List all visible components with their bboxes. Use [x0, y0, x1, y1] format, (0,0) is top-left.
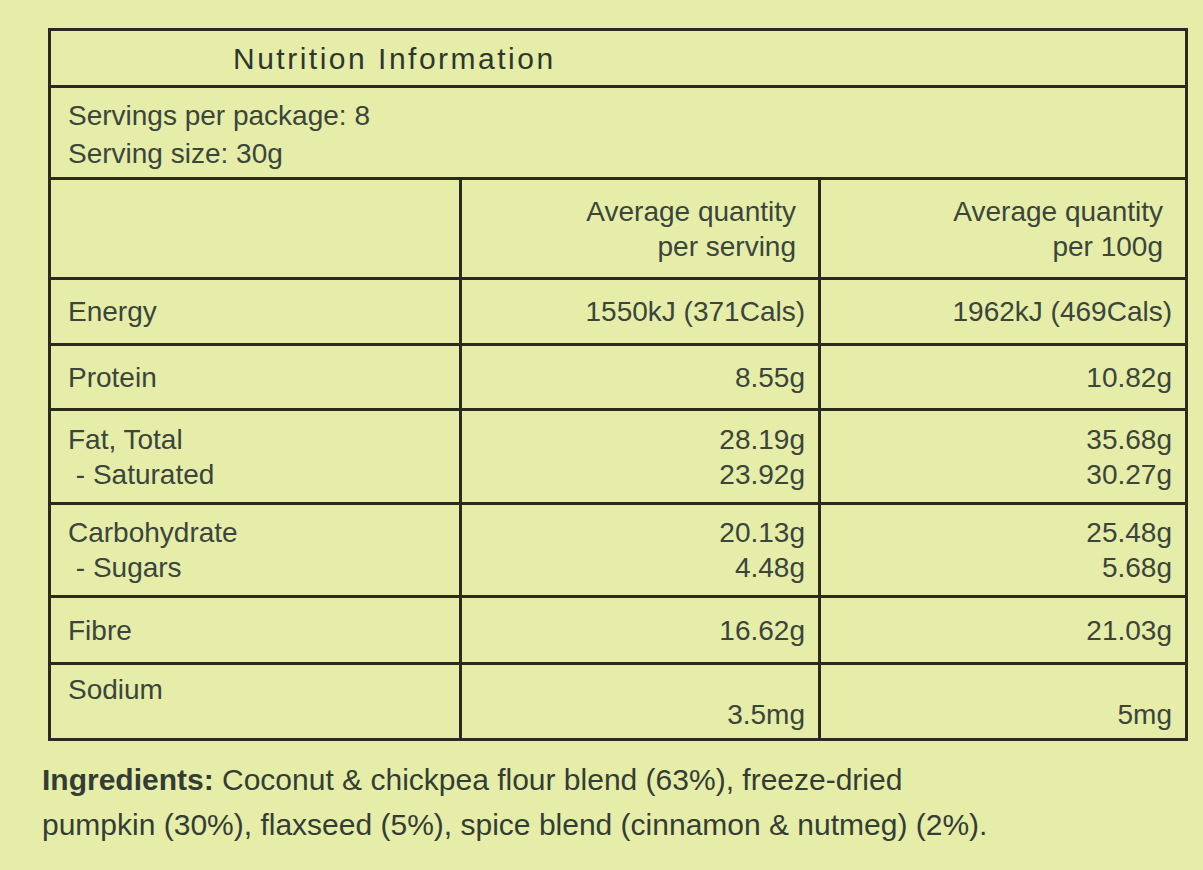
per-serving-value: 16.62g: [719, 613, 805, 648]
table-row-energy: Energy 1550kJ (371Cals) 1962kJ (469Cals): [51, 277, 1185, 343]
serving-size: Serving size: 30g: [68, 135, 283, 173]
per-serving-value-cell: 3.5mg: [459, 665, 818, 738]
ingredients-paragraph: Ingredients: Coconut & chickpea flour bl…: [42, 757, 1194, 847]
per-100g-value-cell: 35.68g 30.27g: [818, 411, 1185, 502]
per-serving-value: 1550kJ (371Cals): [586, 294, 805, 329]
per-serving-value-cell: 16.62g: [459, 598, 818, 662]
servings-info: Servings per package: 8 Serving size: 30…: [51, 88, 1185, 177]
per-100g-value: 35.68g: [1086, 422, 1172, 457]
per-100g-value: 21.03g: [1086, 613, 1172, 648]
servings-row: Servings per package: 8 Serving size: 30…: [51, 85, 1185, 177]
per-serving-value-cell: 20.13g 4.48g: [459, 505, 818, 595]
column-header-row: Average quantity per serving Average qua…: [51, 177, 1185, 277]
ingredients-line2: pumpkin (30%), flaxseed (5%), spice blen…: [42, 808, 987, 841]
ingredients-line1: Coconut & chickpea flour blend (63%), fr…: [214, 763, 903, 796]
nutrient-name-cell: Fat, Total - Saturated: [51, 411, 459, 502]
per-100g-value: 1962kJ (469Cals): [953, 294, 1172, 329]
table-row-protein: Protein 8.55g 10.82g: [51, 343, 1185, 408]
ingredients-label: Ingredients:: [42, 763, 214, 796]
per-100g-value-cell: 1962kJ (469Cals): [818, 280, 1185, 343]
per-100g-subvalue: 5.68g: [1102, 550, 1172, 585]
per-100g-value-cell: 25.48g 5.68g: [818, 505, 1185, 595]
per-serving-value-cell: 28.19g 23.92g: [459, 411, 818, 502]
per-100g-value: 5mg: [1118, 697, 1172, 732]
per-serving-value: 8.55g: [735, 360, 805, 395]
empty-corner-cell: [51, 180, 459, 277]
per-serving-subvalue: 4.48g: [735, 550, 805, 585]
per-100g-subvalue: 30.27g: [1086, 457, 1172, 492]
column-header-line: per 100g: [1052, 229, 1163, 264]
nutrient-name: Carbohydrate: [68, 515, 238, 550]
table-title: Nutrition Information: [51, 31, 1185, 85]
per-100g-value-cell: 21.03g: [818, 598, 1185, 662]
column-header-line: Average quantity: [586, 194, 796, 229]
table-row-fat: Fat, Total - Saturated 28.19g 23.92g 35.…: [51, 408, 1185, 502]
per-100g-value: 25.48g: [1086, 515, 1172, 550]
per-serving-value: 20.13g: [719, 515, 805, 550]
nutrition-information-table: Nutrition Information Servings per packa…: [48, 28, 1188, 741]
nutrient-name: Fat, Total: [68, 422, 183, 457]
nutrient-name-cell: Protein: [51, 346, 459, 408]
per-serving-value: 3.5mg: [727, 697, 805, 732]
nutrient-name-cell: Sodium: [51, 665, 459, 738]
nutrient-name: Fibre: [68, 613, 132, 648]
nutrient-subname: - Sugars: [68, 550, 182, 585]
title-row: Nutrition Information: [51, 31, 1185, 85]
column-header-line: Average quantity: [953, 194, 1163, 229]
per-100g-value-cell: 10.82g: [818, 346, 1185, 408]
servings-per-package: Servings per package: 8: [68, 97, 370, 135]
per-100g-value: 10.82g: [1086, 360, 1172, 395]
per-100g-value-cell: 5mg: [818, 665, 1185, 738]
nutrient-name-cell: Fibre: [51, 598, 459, 662]
nutrient-subname: - Saturated: [68, 457, 214, 492]
nutrient-name: Protein: [68, 360, 157, 395]
column-header-per-100g: Average quantity per 100g: [818, 180, 1185, 277]
table-row-sodium: Sodium 3.5mg 5mg: [51, 662, 1185, 738]
per-serving-value-cell: 8.55g: [459, 346, 818, 408]
per-serving-value-cell: 1550kJ (371Cals): [459, 280, 818, 343]
nutrient-name-cell: Carbohydrate - Sugars: [51, 505, 459, 595]
nutrient-name-cell: Energy: [51, 280, 459, 343]
column-header-per-serving: Average quantity per serving: [459, 180, 818, 277]
nutrient-name: Energy: [68, 294, 157, 329]
per-serving-subvalue: 23.92g: [719, 457, 805, 492]
per-serving-value: 28.19g: [719, 422, 805, 457]
nutrient-name: Sodium: [68, 672, 163, 707]
table-row-carbohydrate: Carbohydrate - Sugars 20.13g 4.48g 25.48…: [51, 502, 1185, 595]
column-header-line: per serving: [657, 229, 796, 264]
table-row-fibre: Fibre 16.62g 21.03g: [51, 595, 1185, 662]
